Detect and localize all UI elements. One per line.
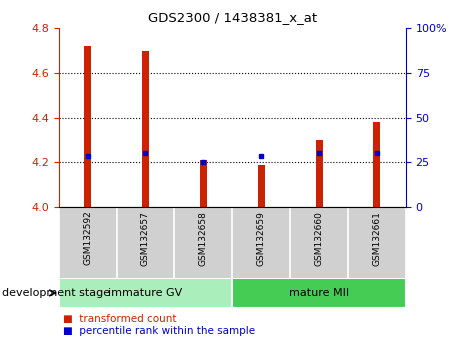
Text: ■  transformed count: ■ transformed count [63, 314, 177, 324]
Bar [84, 46, 91, 207]
Title: GDS2300 / 1438381_x_at: GDS2300 / 1438381_x_at [148, 11, 317, 24]
Text: immature GV: immature GV [108, 288, 183, 298]
Text: GSM132657: GSM132657 [141, 211, 150, 266]
Bar [59, 278, 232, 308]
Bar [316, 140, 322, 207]
Text: mature MII: mature MII [289, 288, 349, 298]
Text: GSM132658: GSM132658 [199, 211, 208, 266]
Text: ■  percentile rank within the sample: ■ percentile rank within the sample [63, 326, 255, 336]
Text: development stage: development stage [2, 288, 110, 298]
Text: GSM132660: GSM132660 [315, 211, 323, 266]
Bar [232, 278, 406, 308]
Text: GSM132661: GSM132661 [373, 211, 382, 266]
Text: GSM132592: GSM132592 [83, 211, 92, 266]
Bar [142, 51, 149, 207]
Bar [258, 165, 265, 207]
Text: GSM132659: GSM132659 [257, 211, 266, 266]
Bar [200, 160, 207, 207]
Bar [373, 122, 381, 207]
